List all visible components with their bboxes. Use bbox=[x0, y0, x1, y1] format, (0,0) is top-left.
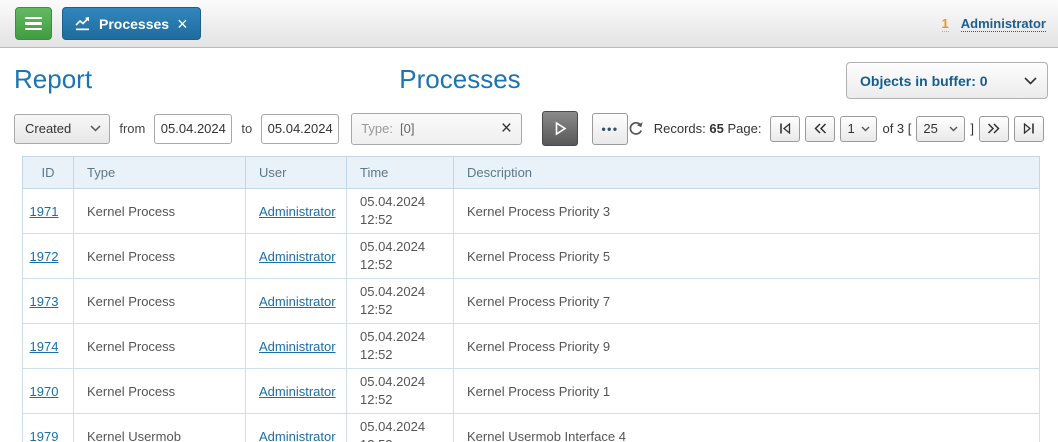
main-menu-button[interactable] bbox=[15, 7, 52, 40]
process-type: Kernel Usermob bbox=[73, 413, 246, 442]
table-header-row: ID Type User Time Description bbox=[22, 156, 1040, 189]
last-page-button[interactable] bbox=[1014, 115, 1045, 142]
prev-page-icon bbox=[813, 123, 827, 134]
table-row: 1971 Kernel Process Administrator 05.04.… bbox=[22, 188, 1040, 234]
process-id-link[interactable]: 1974 bbox=[29, 338, 59, 354]
process-time: 05.04.2024 12:52 bbox=[346, 233, 454, 279]
column-header-time: Time bbox=[346, 156, 454, 189]
page-of-label: of 3 [ bbox=[882, 121, 912, 136]
buffer-count-link[interactable]: 1 bbox=[941, 16, 949, 32]
current-user-link[interactable]: Administrator bbox=[960, 16, 1046, 32]
objects-in-buffer-dropdown[interactable]: Objects in buffer: 0 bbox=[846, 62, 1048, 99]
date-field-select[interactable]: Created bbox=[14, 113, 111, 144]
bracket-close-label: ] bbox=[970, 121, 975, 136]
to-label: to bbox=[241, 121, 253, 136]
last-page-icon bbox=[1022, 123, 1036, 134]
table-row: 1972 Kernel Process Administrator 05.04.… bbox=[22, 233, 1040, 279]
table-row: 1970 Kernel Process Administrator 05.04.… bbox=[22, 368, 1040, 414]
process-id-link[interactable]: 1971 bbox=[29, 203, 59, 219]
process-type: Kernel Process bbox=[73, 188, 246, 234]
run-report-button[interactable] bbox=[541, 111, 579, 146]
column-header-type: Type bbox=[73, 156, 246, 189]
records-count-value: 65 bbox=[709, 121, 724, 136]
process-type: Kernel Process bbox=[73, 368, 246, 414]
play-icon bbox=[554, 121, 567, 136]
chevron-down-icon bbox=[949, 126, 958, 132]
first-page-icon bbox=[778, 123, 792, 134]
process-description: Kernel Process Priority 1 bbox=[453, 368, 1040, 414]
user-link[interactable]: Administrator bbox=[259, 428, 336, 442]
from-date-input[interactable] bbox=[154, 113, 233, 144]
page-title: Processes bbox=[399, 64, 521, 94]
trend-chart-icon bbox=[75, 16, 91, 31]
next-page-icon bbox=[987, 123, 1001, 134]
page-number-select[interactable]: 1 bbox=[840, 115, 878, 142]
pagination-bar: Records: 65 Page: 1 of 3 [ bbox=[628, 115, 1045, 142]
from-label: from bbox=[119, 121, 146, 136]
process-time: 05.04.2024 12:52 bbox=[346, 368, 454, 414]
date-field-select-value: Created bbox=[25, 121, 72, 136]
process-description: Kernel Process Priority 9 bbox=[453, 323, 1040, 369]
chevron-down-icon bbox=[861, 126, 870, 132]
process-time: 05.04.2024 12:52 bbox=[346, 188, 454, 234]
processes-table: ID Type User Time Description 1971 Kerne… bbox=[22, 156, 1040, 442]
process-description: Kernel Process Priority 3 bbox=[453, 188, 1040, 234]
process-type: Kernel Process bbox=[73, 278, 246, 324]
process-type: Kernel Process bbox=[73, 323, 246, 369]
next-page-button[interactable] bbox=[979, 115, 1010, 142]
filter-bar: Created from to Type: [0] × ••• bbox=[14, 110, 1045, 147]
table-row: 1974 Kernel Process Administrator 05.04.… bbox=[22, 323, 1040, 369]
to-date-input[interactable] bbox=[261, 113, 340, 144]
type-filter[interactable]: Type: [0] × bbox=[351, 112, 522, 145]
process-id-link[interactable]: 1972 bbox=[29, 248, 59, 264]
top-bar: Processes × 1 Administrator bbox=[0, 0, 1058, 48]
process-type: Kernel Process bbox=[73, 233, 246, 279]
process-time: 05.04.2024 12:52 bbox=[346, 278, 454, 324]
table-row: 1979 Kernel Usermob Administrator 05.04.… bbox=[22, 413, 1040, 442]
process-time: 05.04.2024 12:52 bbox=[346, 323, 454, 369]
process-description: Kernel Process Priority 7 bbox=[453, 278, 1040, 324]
refresh-icon[interactable] bbox=[628, 121, 644, 137]
user-link[interactable]: Administrator bbox=[259, 383, 336, 399]
user-area: 1 Administrator bbox=[941, 0, 1046, 48]
tab-processes[interactable]: Processes × bbox=[62, 7, 201, 40]
chevron-down-icon bbox=[1024, 76, 1037, 85]
process-time: 05.04.2024 12:52 bbox=[346, 413, 454, 442]
type-filter-label: Type: bbox=[361, 121, 393, 136]
page-size-select[interactable]: 25 bbox=[916, 115, 966, 142]
buffer-dropdown-label: Objects in buffer: 0 bbox=[860, 72, 988, 89]
page-size-value: 25 bbox=[923, 121, 938, 136]
more-options-button[interactable]: ••• bbox=[592, 112, 628, 145]
column-header-user: User bbox=[245, 156, 347, 189]
close-icon[interactable]: × bbox=[177, 13, 188, 34]
process-id-link[interactable]: 1970 bbox=[29, 383, 59, 399]
column-header-id: ID bbox=[22, 156, 74, 189]
chevron-down-icon bbox=[90, 125, 101, 132]
prev-page-button[interactable] bbox=[805, 115, 836, 142]
tab-label: Processes bbox=[99, 15, 170, 32]
table-row: 1973 Kernel Process Administrator 05.04.… bbox=[22, 278, 1040, 324]
type-filter-value: [0] bbox=[399, 121, 415, 136]
column-header-description: Description bbox=[453, 156, 1040, 189]
page-number-value: 1 bbox=[847, 121, 855, 136]
process-id-link[interactable]: 1979 bbox=[29, 428, 59, 442]
first-page-button[interactable] bbox=[770, 115, 801, 142]
close-icon[interactable]: × bbox=[500, 118, 512, 139]
user-link[interactable]: Administrator bbox=[259, 248, 336, 264]
report-title: Report bbox=[14, 64, 93, 94]
process-description: Kernel Usermob Interface 4 bbox=[453, 413, 1040, 442]
user-link[interactable]: Administrator bbox=[259, 293, 336, 309]
process-id-link[interactable]: 1973 bbox=[29, 293, 59, 309]
user-link[interactable]: Administrator bbox=[259, 338, 336, 354]
process-description: Kernel Process Priority 5 bbox=[453, 233, 1040, 279]
records-count-text: Records: 65 Page: bbox=[653, 121, 762, 136]
user-link[interactable]: Administrator bbox=[259, 203, 336, 219]
